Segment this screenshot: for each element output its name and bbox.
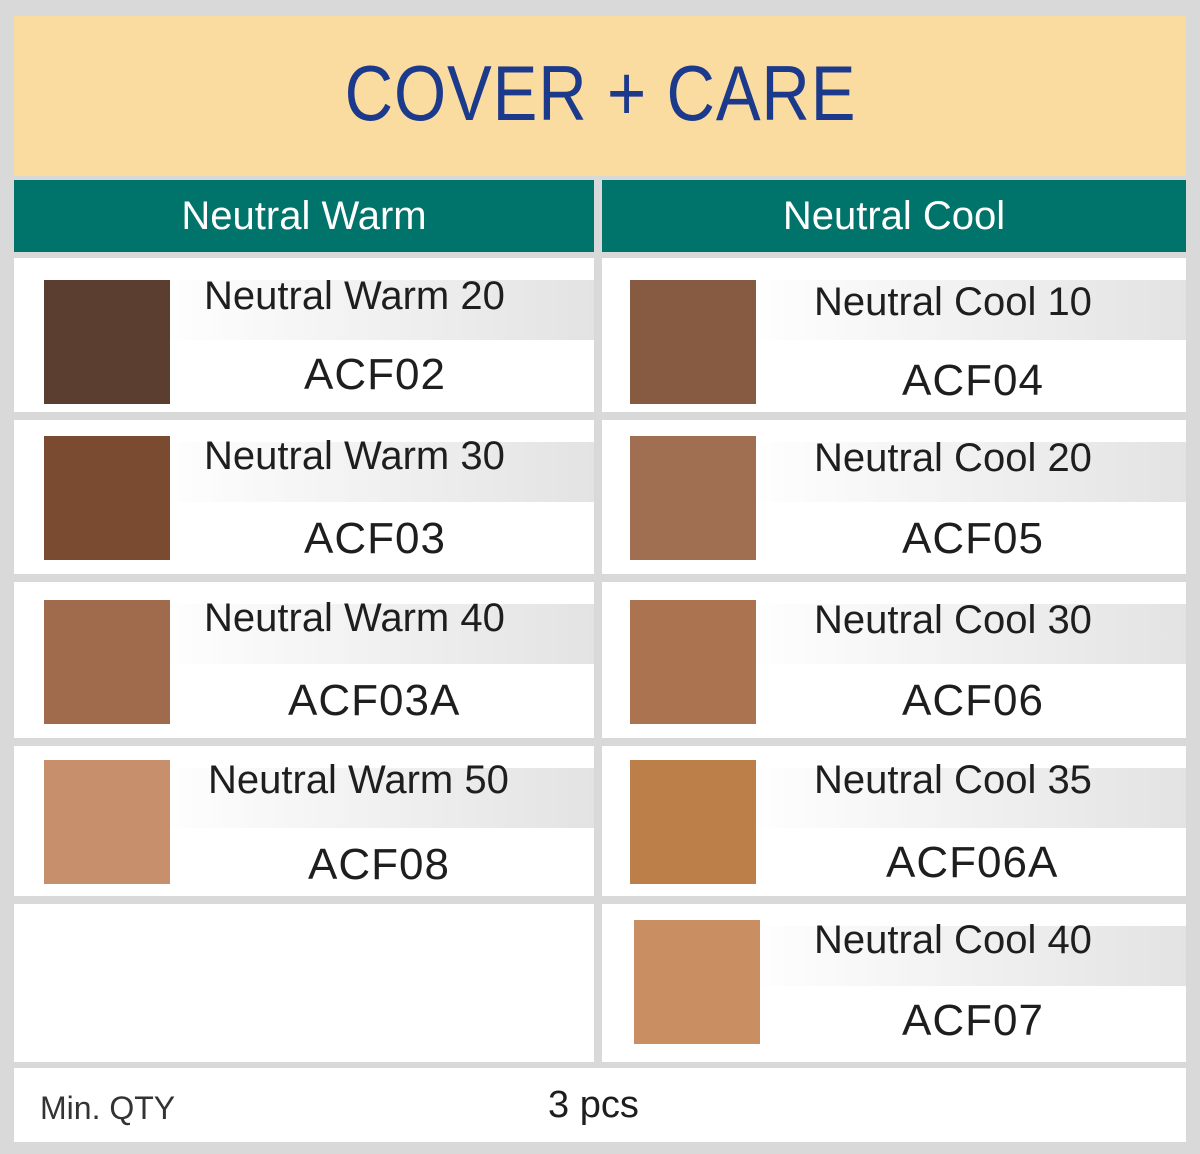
shade-cell: Neutral Cool 35 ACF06A xyxy=(602,746,1186,896)
shade-name: Neutral Warm 20 xyxy=(204,274,505,318)
shade-name: Neutral Cool 40 xyxy=(814,918,1092,962)
min-qty-value: 3 pcs xyxy=(548,1084,639,1126)
shade-cell: Neutral Warm 30 ACF03 xyxy=(14,420,594,574)
shade-code: ACF02 xyxy=(304,350,446,399)
shade-name: Neutral Cool 30 xyxy=(814,598,1092,642)
shade-swatch xyxy=(634,920,760,1044)
shade-swatch xyxy=(630,280,756,404)
shade-name: Neutral Warm 50 xyxy=(208,758,509,802)
shade-swatch xyxy=(44,280,170,404)
shade-code: ACF08 xyxy=(308,840,450,889)
shade-name: Neutral Warm 40 xyxy=(204,596,505,640)
shade-code: ACF06A xyxy=(886,838,1059,887)
min-qty-row: Min. QTY 3 pcs xyxy=(14,1068,1186,1142)
shade-swatch xyxy=(630,760,756,884)
shade-swatch xyxy=(44,436,170,560)
shade-name: Neutral Warm 30 xyxy=(204,434,505,478)
shade-code: ACF07 xyxy=(902,996,1044,1045)
shade-cell: Neutral Cool 10 ACF04 xyxy=(602,258,1186,412)
shade-swatch xyxy=(630,600,756,724)
shade-swatch xyxy=(44,760,170,884)
shade-swatch xyxy=(630,436,756,560)
empty-cell xyxy=(14,904,594,1062)
column-header-cool: Neutral Cool xyxy=(602,180,1186,252)
shade-code: ACF05 xyxy=(902,514,1044,563)
shade-name: Neutral Cool 10 xyxy=(814,280,1092,324)
min-qty-label: Min. QTY xyxy=(40,1090,176,1126)
shade-code: ACF06 xyxy=(902,676,1044,725)
shade-code: ACF03 xyxy=(304,514,446,563)
shade-name: Neutral Cool 35 xyxy=(814,758,1092,802)
shade-name: Neutral Cool 20 xyxy=(814,436,1092,480)
shade-code: ACF04 xyxy=(902,356,1044,405)
shade-cell: Neutral Cool 30 ACF06 xyxy=(602,582,1186,738)
shade-cell: Neutral Warm 40 ACF03A xyxy=(14,582,594,738)
shade-cell: Neutral Cool 40 ACF07 xyxy=(602,904,1186,1062)
shade-cell: Neutral Cool 20 ACF05 xyxy=(602,420,1186,574)
shade-cell: Neutral Warm 20 ACF02 xyxy=(14,258,594,412)
page-title: COVER + CARE xyxy=(344,48,856,137)
shade-cell: Neutral Warm 50 ACF08 xyxy=(14,746,594,896)
shade-swatch xyxy=(44,600,170,724)
column-header-warm: Neutral Warm xyxy=(14,180,594,252)
title-banner: COVER + CARE xyxy=(14,16,1186,176)
shade-code: ACF03A xyxy=(288,676,461,725)
